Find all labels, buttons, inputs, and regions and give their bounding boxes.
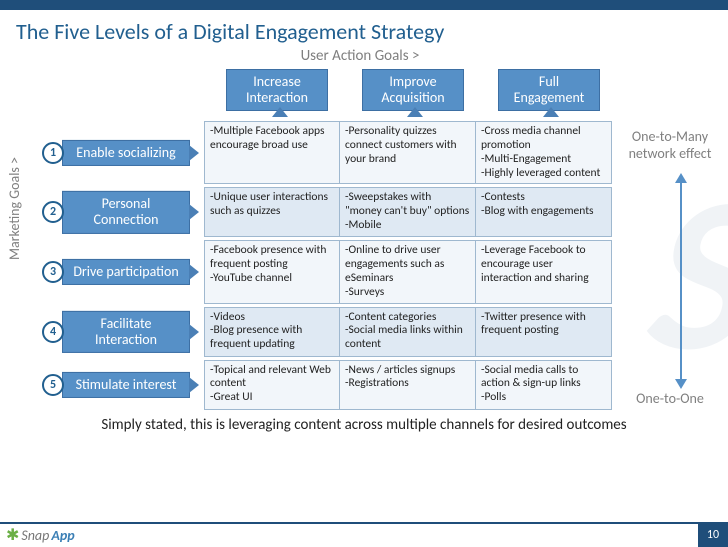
column-arrow-icon [407,107,423,117]
row-number-badge: 1 [42,142,64,164]
row-label: Facilitate Interaction [62,310,190,352]
side-label-bottom: One-to-One [622,391,718,408]
column-headers: Increase Interaction Improve Acquisition… [226,69,728,111]
summary-text: Simply stated, this is leveraging conten… [0,416,728,434]
matrix-row: 5Stimulate interest-Topical and relevant… [0,360,728,410]
row-header: 1Enable socializing [0,121,200,184]
grid: 1Enable socializing-Multiple Facebook ap… [0,121,728,409]
row-label: Drive participation [62,259,190,285]
matrix-cell: -Unique user interactions such as quizze… [204,187,340,237]
matrix-cell: -Videos -Blog presence with frequent upd… [204,307,340,357]
row-label: Personal Connection [62,191,190,233]
side-label-top: One-to-Many network effect [622,129,718,163]
logo-text-snap: Snap [21,527,49,544]
row-arrow-icon [189,264,199,280]
column-header: Improve Acquisition [362,69,464,111]
column-arrow-icon [272,107,288,117]
row-arrow-icon [189,204,199,220]
row-cells: -Videos -Blog presence with frequent upd… [204,307,612,357]
row-number-badge: 5 [42,374,64,396]
row-header: 2Personal Connection [0,187,200,237]
column-header: Increase Interaction [226,69,328,111]
vertical-double-arrow-icon [680,181,682,381]
row-arrow-icon [189,145,199,161]
top-axis-label: User Action Goals > [180,47,540,65]
matrix-cell: -News / articles signups -Registrations [340,360,476,410]
row-header: 3Drive participation [0,240,200,303]
row-cells: -Facebook presence with frequent posting… [204,240,612,303]
row-cells: -Unique user interactions such as quizze… [204,187,612,237]
matrix-cell: -Content categories -Social media links … [340,307,476,357]
top-bar [0,0,728,10]
page-number: 10 [698,523,728,547]
logo-text-app: App [51,527,74,544]
footer: ✱ SnapApp 10 [0,522,728,546]
matrix-cell: -Twitter presence with frequent posting [476,307,612,357]
matrix-cell: -Personality quizzes connect customers w… [340,121,476,184]
matrix: Increase Interaction Improve Acquisition… [0,69,728,410]
column-arrow-icon [543,107,559,117]
page-title: The Five Levels of a Digital Engagement … [0,10,728,47]
row-header: 4Facilitate Interaction [0,307,200,357]
matrix-cell: -Contests -Blog with engagements [476,187,612,237]
row-cells: -Multiple Facebook apps encourage broad … [204,121,612,184]
row-arrow-icon [189,377,199,393]
matrix-row: 4Facilitate Interaction-Videos -Blog pre… [0,307,728,357]
matrix-cell: -Facebook presence with frequent posting… [204,240,340,303]
row-cells: -Topical and relevant Web content -Great… [204,360,612,410]
row-number-badge: 2 [42,201,64,223]
matrix-cell: -Cross media channel promotion -Multi-En… [476,121,612,184]
matrix-cell: -Leverage Facebook to encourage user int… [476,240,612,303]
matrix-cell: -Online to drive user engagements such a… [340,240,476,303]
matrix-cell: -Topical and relevant Web content -Great… [204,360,340,410]
gear-icon: ✱ [6,525,19,545]
row-header: 5Stimulate interest [0,360,200,410]
row-arrow-icon [189,324,199,340]
matrix-row: 2Personal Connection-Unique user interac… [0,187,728,237]
column-header: Full Engagement [498,69,600,111]
row-label: Stimulate interest [62,372,190,398]
matrix-row: 1Enable socializing-Multiple Facebook ap… [0,121,728,184]
row-number-badge: 3 [42,261,64,283]
matrix-cell: -Multiple Facebook apps encourage broad … [204,121,340,184]
row-number-badge: 4 [42,321,64,343]
matrix-cell: -Sweepstakes with "money can't buy" opti… [340,187,476,237]
row-label: Enable socializing [62,140,190,166]
matrix-cell: -Social media calls to action & sign-up … [476,360,612,410]
matrix-row: 3Drive participation-Facebook presence w… [0,240,728,303]
logo: ✱ SnapApp [6,525,75,545]
